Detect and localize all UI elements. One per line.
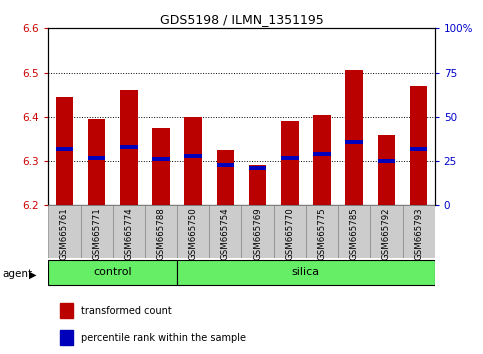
Bar bbox=[88, 119, 105, 205]
Bar bbox=[410, 147, 427, 151]
Text: silica: silica bbox=[292, 267, 320, 277]
Bar bbox=[60, 303, 73, 318]
FancyBboxPatch shape bbox=[48, 260, 177, 285]
Text: GSM665793: GSM665793 bbox=[414, 207, 423, 260]
Title: GDS5198 / ILMN_1351195: GDS5198 / ILMN_1351195 bbox=[159, 13, 324, 26]
Text: GSM665775: GSM665775 bbox=[317, 207, 327, 260]
FancyBboxPatch shape bbox=[113, 205, 145, 258]
Text: percentile rank within the sample: percentile rank within the sample bbox=[81, 333, 246, 343]
Bar bbox=[185, 117, 202, 205]
FancyBboxPatch shape bbox=[177, 260, 435, 285]
Bar bbox=[313, 152, 331, 156]
Text: GSM665792: GSM665792 bbox=[382, 207, 391, 260]
FancyBboxPatch shape bbox=[242, 205, 274, 258]
Bar bbox=[185, 154, 202, 158]
Text: GSM665788: GSM665788 bbox=[156, 207, 166, 260]
Text: ▶: ▶ bbox=[29, 269, 37, 279]
FancyBboxPatch shape bbox=[177, 205, 209, 258]
Text: GSM665770: GSM665770 bbox=[285, 207, 294, 260]
Bar bbox=[313, 115, 331, 205]
FancyBboxPatch shape bbox=[48, 205, 81, 258]
Bar bbox=[378, 135, 395, 205]
FancyBboxPatch shape bbox=[306, 205, 338, 258]
Text: GSM665769: GSM665769 bbox=[253, 207, 262, 260]
Bar bbox=[281, 155, 298, 160]
Bar bbox=[249, 166, 267, 205]
Bar bbox=[410, 86, 427, 205]
Text: transformed count: transformed count bbox=[81, 306, 172, 316]
Text: control: control bbox=[93, 267, 132, 277]
Bar bbox=[216, 150, 234, 205]
Bar bbox=[281, 121, 298, 205]
Bar bbox=[345, 70, 363, 205]
Bar bbox=[345, 139, 363, 144]
Bar bbox=[56, 147, 73, 151]
Text: agent: agent bbox=[2, 269, 32, 279]
Text: GSM665785: GSM665785 bbox=[350, 207, 359, 260]
Bar bbox=[120, 90, 138, 205]
Bar bbox=[249, 166, 267, 170]
Text: GSM665750: GSM665750 bbox=[189, 207, 198, 260]
FancyBboxPatch shape bbox=[338, 205, 370, 258]
FancyBboxPatch shape bbox=[209, 205, 242, 258]
Text: GSM665771: GSM665771 bbox=[92, 207, 101, 260]
FancyBboxPatch shape bbox=[274, 205, 306, 258]
Bar bbox=[216, 162, 234, 167]
Text: GSM665774: GSM665774 bbox=[124, 207, 133, 260]
Bar bbox=[88, 155, 105, 160]
Bar bbox=[60, 330, 73, 345]
Bar bbox=[152, 157, 170, 161]
FancyBboxPatch shape bbox=[81, 205, 113, 258]
FancyBboxPatch shape bbox=[370, 205, 402, 258]
Bar bbox=[56, 97, 73, 205]
FancyBboxPatch shape bbox=[145, 205, 177, 258]
FancyBboxPatch shape bbox=[402, 205, 435, 258]
Bar bbox=[152, 128, 170, 205]
Bar bbox=[120, 145, 138, 149]
Text: GSM665761: GSM665761 bbox=[60, 207, 69, 260]
Text: GSM665754: GSM665754 bbox=[221, 207, 230, 260]
Bar bbox=[378, 159, 395, 163]
